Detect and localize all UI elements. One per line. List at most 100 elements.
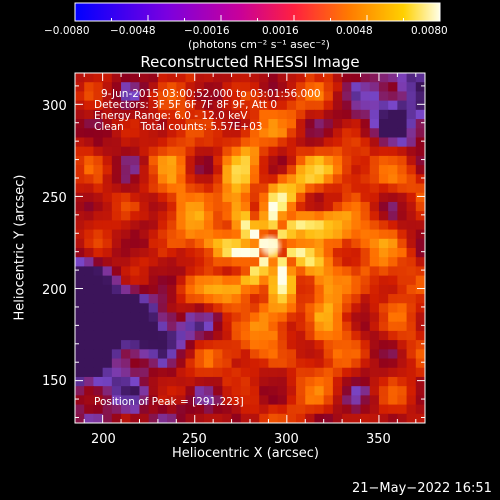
heatmap-cell <box>415 349 425 360</box>
heatmap-cell <box>185 201 196 212</box>
heatmap-cell <box>185 220 196 231</box>
heatmap-cell <box>121 266 131 277</box>
heatmap-cell <box>268 73 279 83</box>
heatmap-cell <box>84 109 95 120</box>
heatmap-cell <box>277 386 288 396</box>
heatmap-cell <box>351 321 362 332</box>
heatmap-cell <box>250 146 260 157</box>
heatmap-cell <box>277 91 288 102</box>
heatmap-cell <box>102 413 113 423</box>
heatmap-cell <box>194 367 205 378</box>
heatmap-cell <box>176 395 187 406</box>
heatmap-cell <box>240 257 251 268</box>
heatmap-cell <box>397 73 408 83</box>
heatmap-cell <box>378 119 389 129</box>
heatmap-cell <box>185 183 196 194</box>
heatmap-cell <box>139 201 150 212</box>
heatmap-cell <box>121 275 131 286</box>
heatmap-cell <box>250 275 260 286</box>
heatmap-cell <box>259 229 270 240</box>
heatmap-cell <box>111 238 122 249</box>
heatmap-cell <box>305 321 316 332</box>
heatmap-cell <box>369 340 380 350</box>
heatmap-cell <box>406 73 417 83</box>
heatmap-cell <box>369 183 380 194</box>
heatmap-cell <box>84 211 95 221</box>
heatmap-cell <box>296 303 306 314</box>
heatmap-cell <box>378 275 389 286</box>
heatmap-cell <box>323 413 334 423</box>
heatmap-cell <box>102 266 113 277</box>
heatmap-cell <box>93 192 104 203</box>
heatmap-cell <box>139 275 150 286</box>
heatmap-cell <box>397 321 408 332</box>
heatmap-cell <box>250 284 260 295</box>
heatmap-cell <box>323 294 334 304</box>
heatmap-cell <box>305 82 316 93</box>
heatmap-cell <box>259 174 270 185</box>
heatmap-cell <box>167 303 177 314</box>
heatmap-cell <box>157 165 168 175</box>
heatmap-cell <box>351 128 362 139</box>
heatmap-cell <box>102 358 113 369</box>
heatmap-cell <box>268 211 279 221</box>
heatmap-cell <box>84 146 95 157</box>
heatmap-cell <box>240 248 251 258</box>
heatmap-cell <box>194 330 205 341</box>
heatmap-cell <box>351 404 362 415</box>
heatmap-cell <box>213 128 223 139</box>
heatmap-cell <box>75 183 85 194</box>
heatmap-cell <box>323 211 334 221</box>
heatmap-cell <box>259 257 270 268</box>
heatmap-cell <box>222 413 233 423</box>
heatmap-cell <box>75 404 85 415</box>
heatmap-cell <box>406 340 417 350</box>
heatmap-cell <box>360 294 371 304</box>
heatmap-cell <box>286 376 297 387</box>
heatmap-cell <box>360 183 371 194</box>
heatmap-cell <box>406 100 417 111</box>
heatmap-cell <box>397 137 408 148</box>
heatmap-cell <box>240 229 251 240</box>
heatmap-cell <box>185 275 196 286</box>
heatmap-cell <box>369 284 380 295</box>
heatmap-cell <box>296 321 306 332</box>
heatmap-cell <box>314 155 325 166</box>
heatmap-cell <box>296 266 306 277</box>
heatmap-cell <box>397 284 408 295</box>
heatmap-cell <box>378 257 389 268</box>
heatmap-cell <box>176 386 187 396</box>
heatmap-cell <box>167 128 177 139</box>
heatmap-cell <box>167 211 177 221</box>
heatmap-cell <box>194 349 205 360</box>
heatmap-cell <box>415 128 425 139</box>
heatmap-cell <box>360 137 371 148</box>
heatmap-cell <box>406 82 417 93</box>
heatmap-cell <box>203 119 214 129</box>
heatmap-cell <box>406 404 417 415</box>
colorbar-tick-label-0: −0.0080 <box>44 25 90 37</box>
heatmap-cell <box>194 340 205 350</box>
heatmap-cell <box>332 82 343 93</box>
heatmap-cell <box>305 340 316 350</box>
heatmap-cell <box>139 192 150 203</box>
heatmap-cell <box>332 349 343 360</box>
heatmap-cell <box>213 155 223 166</box>
heatmap-cell <box>185 137 196 148</box>
heatmap-cell <box>102 201 113 212</box>
heatmap-cell <box>176 137 187 148</box>
heatmap-cell <box>194 220 205 231</box>
heatmap-cell <box>388 229 398 240</box>
heatmap-cell <box>369 413 380 423</box>
heatmap-cell <box>213 376 223 387</box>
heatmap-cell <box>167 376 177 387</box>
heatmap-cell <box>176 220 187 231</box>
heatmap-cell <box>360 275 371 286</box>
heatmap-cell <box>222 358 233 369</box>
heatmap-cell <box>167 367 177 378</box>
heatmap-cell <box>213 330 223 341</box>
heatmap-cell <box>157 248 168 258</box>
heatmap-cell <box>415 358 425 369</box>
heatmap-cell <box>259 165 270 175</box>
heatmap-cell <box>194 165 205 175</box>
